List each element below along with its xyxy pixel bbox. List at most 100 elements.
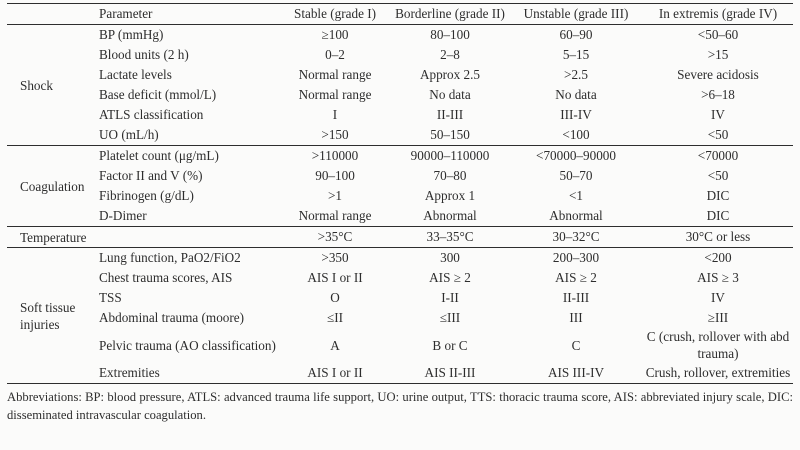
value-cell: Normal range xyxy=(298,67,372,82)
value-cell: III xyxy=(569,310,583,325)
value-cell: >6–18 xyxy=(701,87,735,102)
table-row: Extremities AIS I or II AIS II-III AIS I… xyxy=(7,363,793,384)
value-cell: 90000–110000 xyxy=(391,145,509,166)
value-cell: 30–32°C xyxy=(509,226,643,248)
value-cell: ≥100 xyxy=(321,27,349,42)
value-cell: Abnormal xyxy=(549,208,603,223)
value-cell: 5–15 xyxy=(562,47,590,62)
table-row: Soft tissue injuries Lung function, PaO2… xyxy=(7,247,793,384)
value-cell: >350 xyxy=(279,247,391,268)
value-cell: No data xyxy=(429,87,471,102)
table-row: UO (mL/h) >150 50–150 <100 <50 xyxy=(7,125,793,146)
table-row: Blood units (2 h) 0–2 2–8 5–15 >15 xyxy=(7,45,793,65)
value-cell: A xyxy=(330,337,340,353)
table-row: Pelvic trauma (AO classification) A B or… xyxy=(7,328,793,363)
value-cell: >150 xyxy=(321,127,349,142)
value-cell: AIS III-IV xyxy=(547,365,605,380)
value-cell: Normal range xyxy=(298,208,372,223)
value-cell: IV xyxy=(711,290,725,305)
value-cell: 60–90 xyxy=(559,27,593,42)
table-row: Factor II and V (%) 90–100 70–80 50–70 <… xyxy=(7,166,793,186)
parameter-cell xyxy=(95,226,279,248)
value-cell: II-III xyxy=(562,290,590,305)
column-header-stable: Stable (grade I) xyxy=(279,3,391,25)
table-row: Shock BP (mmHg) ≥100 80–100 60–90 <50–60 xyxy=(7,25,793,93)
value-cell: DIC xyxy=(706,208,730,223)
value-cell: >2.5 xyxy=(564,67,588,82)
parameter-cell: Platelet count (μg/mL) xyxy=(95,145,279,166)
value-cell: ≥III xyxy=(707,310,729,325)
parameter-cell: Fibrinogen (g/dL) xyxy=(99,188,194,203)
group-cell-coagulation: Coagulation xyxy=(7,145,95,227)
value-cell: I xyxy=(332,107,338,122)
table-row: Fibrinogen (g/dL) >1 Approx 1 <1 DIC xyxy=(7,186,793,206)
table-footnote: Abbreviations: BP: blood pressure, ATLS:… xyxy=(7,390,793,422)
column-header-in-extremis: In extremis (grade IV) xyxy=(643,3,793,25)
column-header-borderline: Borderline (grade II) xyxy=(391,3,509,25)
value-cell: AIS ≥ 2 xyxy=(429,270,471,285)
column-header-group xyxy=(7,3,95,25)
value-cell: AIS I or II xyxy=(307,365,363,380)
value-cell: II-III xyxy=(436,107,464,122)
value-cell: 30°C or less xyxy=(643,226,793,248)
table-row: Lactate levels Normal range Approx 2.5 >… xyxy=(7,65,793,85)
value-cell: Approx 2.5 xyxy=(419,67,481,82)
value-cell: 0–2 xyxy=(325,47,345,62)
parameter-cell: Lung function, PaO2/FiO2 xyxy=(95,247,279,268)
parameter-cell: D-Dimer xyxy=(99,208,147,223)
group-cell-temperature: Temperature xyxy=(7,226,95,248)
table-row: Chest trauma scores, AIS AIS I or II AIS… xyxy=(7,268,793,288)
value-cell: III-IV xyxy=(560,107,592,122)
value-cell: 80–100 xyxy=(430,27,470,42)
value-cell: 50–150 xyxy=(430,127,470,142)
parameter-cell: Factor II and V (%) xyxy=(99,168,203,183)
value-cell: 200–300 xyxy=(509,247,643,268)
value-cell: ≤III xyxy=(439,310,461,325)
table-row: D-Dimer Normal range Abnormal Abnormal D… xyxy=(7,206,793,227)
value-cell: IV xyxy=(711,107,725,122)
table-row: Coagulation Platelet count (μg/mL) >1100… xyxy=(7,145,793,227)
value-cell: AIS ≥ 2 xyxy=(555,270,597,285)
value-cell: 2–8 xyxy=(440,47,460,62)
value-cell: No data xyxy=(555,87,597,102)
value-cell: 70–80 xyxy=(433,168,467,183)
header-row: Parameter Stable (grade I) Borderline (g… xyxy=(7,3,793,25)
table-row: Abdominal trauma (moore) ≤II ≤III III ≥I… xyxy=(7,308,793,328)
value-cell: <50 xyxy=(707,127,729,142)
parameter-cell: Extremities xyxy=(99,365,160,380)
parameter-cell: UO (mL/h) xyxy=(99,127,159,142)
parameter-cell: Chest trauma scores, AIS xyxy=(99,270,233,285)
value-cell: AIS ≥ 3 xyxy=(697,270,739,285)
value-cell: Normal range xyxy=(298,87,372,102)
value-cell: >1 xyxy=(327,188,343,203)
value-cell: <70000–90000 xyxy=(509,145,643,166)
value-cell: 300 xyxy=(391,247,509,268)
parameter-cell: Lactate levels xyxy=(99,67,172,82)
value-cell: <50–60 xyxy=(697,27,739,42)
value-cell: C xyxy=(571,337,581,353)
value-cell: Crush, rollover, extremities xyxy=(645,364,791,380)
parameter-cell: BP (mmHg) xyxy=(99,27,164,42)
column-header-unstable: Unstable (grade III) xyxy=(509,3,643,25)
group-cell-soft-tissue: Soft tissue injuries xyxy=(7,247,95,384)
value-cell: Abnormal xyxy=(423,208,477,223)
value-cell: I-II xyxy=(441,290,459,305)
group-cell-shock: Shock xyxy=(20,77,53,93)
value-cell: >110000 xyxy=(279,145,391,166)
parameter-cell: Abdominal trauma (moore) xyxy=(99,310,245,325)
value-cell: ≤II xyxy=(326,310,344,325)
value-cell: 33–35°C xyxy=(391,226,509,248)
value-cell: <200 xyxy=(643,247,793,268)
value-cell: Severe acidosis xyxy=(677,67,759,82)
table-row: ATLS classification I II-III III-IV IV xyxy=(7,105,793,125)
parameter-cell: ATLS classification xyxy=(99,107,204,122)
parameter-cell: TSS xyxy=(99,290,122,305)
value-cell: <1 xyxy=(568,188,584,203)
value-cell: 50–70 xyxy=(559,168,593,183)
parameter-cell: Blood units (2 h) xyxy=(99,47,189,62)
value-cell: O xyxy=(330,290,340,305)
trauma-grading-table: Parameter Stable (grade I) Borderline (g… xyxy=(7,3,793,384)
value-cell: <50 xyxy=(707,168,729,183)
value-cell: >35°C xyxy=(279,226,391,248)
